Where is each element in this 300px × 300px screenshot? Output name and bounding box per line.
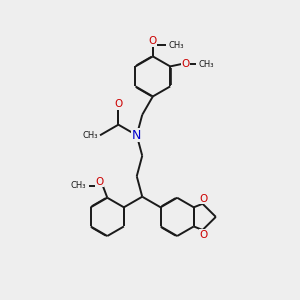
Text: O: O — [181, 59, 189, 69]
Text: O: O — [114, 99, 122, 110]
Text: CH₃: CH₃ — [71, 182, 86, 190]
Text: CH₃: CH₃ — [199, 60, 214, 69]
Text: O: O — [200, 194, 208, 204]
Text: O: O — [95, 177, 103, 187]
Text: O: O — [149, 36, 157, 46]
Text: N: N — [132, 129, 141, 142]
Text: CH₃: CH₃ — [168, 41, 184, 50]
Text: O: O — [200, 230, 208, 240]
Text: CH₃: CH₃ — [82, 131, 98, 140]
